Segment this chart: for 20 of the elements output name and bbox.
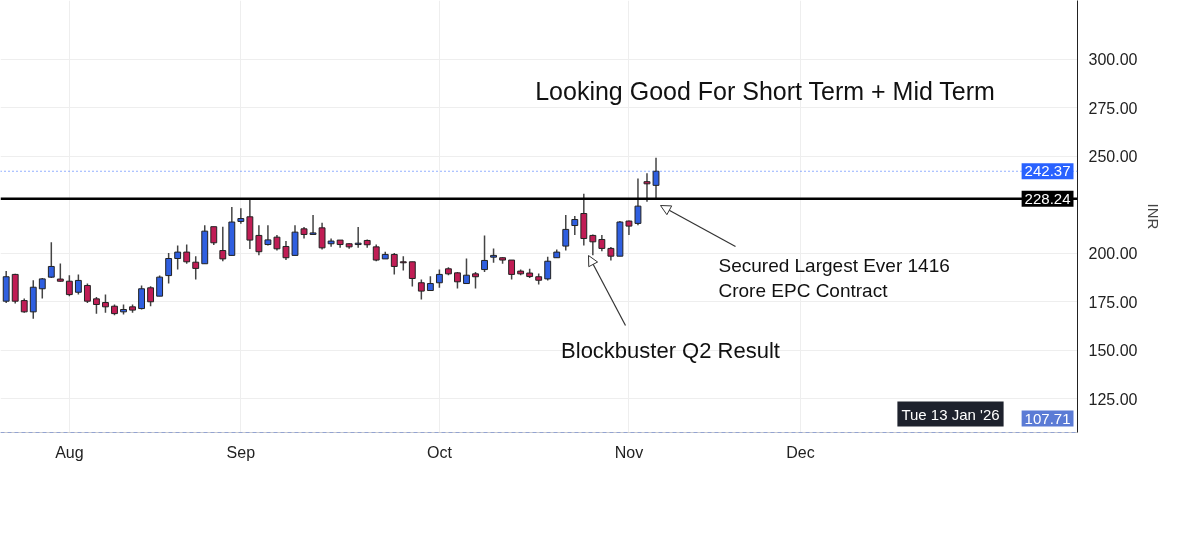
y-tick-label: 275.00 xyxy=(1088,99,1138,117)
y-tick-label: 125.00 xyxy=(1088,390,1138,408)
ref-line-label: 107.71 xyxy=(1024,409,1071,427)
y-tick-label: 175.00 xyxy=(1088,293,1138,311)
x-tick-label: Dec xyxy=(786,443,815,461)
y-tick-label: 300.00 xyxy=(1088,51,1138,69)
annotation: Tue 13 Jan '26 xyxy=(901,405,1000,423)
y-tick-label: 150.00 xyxy=(1088,342,1138,360)
ref-line-label: 228.24 xyxy=(1024,189,1071,207)
x-tick-label: Sep xyxy=(226,443,256,461)
y-axis-title: INR xyxy=(1145,203,1163,230)
annotation: Secured Largest Ever 1416 Crore EPC Contract xyxy=(718,254,950,301)
annotation: Looking Good For Short Term + Mid Term xyxy=(535,76,995,105)
x-tick-label: Aug xyxy=(55,443,84,461)
x-tick-label: Oct xyxy=(426,443,453,461)
y-tick-label: 200.00 xyxy=(1088,245,1138,263)
annotation: Blockbuster Q2 Result xyxy=(561,338,780,363)
y-tick-label: 250.00 xyxy=(1088,148,1138,166)
ref-line-label: 242.37 xyxy=(1024,162,1071,180)
x-tick-label: Nov xyxy=(614,443,644,461)
